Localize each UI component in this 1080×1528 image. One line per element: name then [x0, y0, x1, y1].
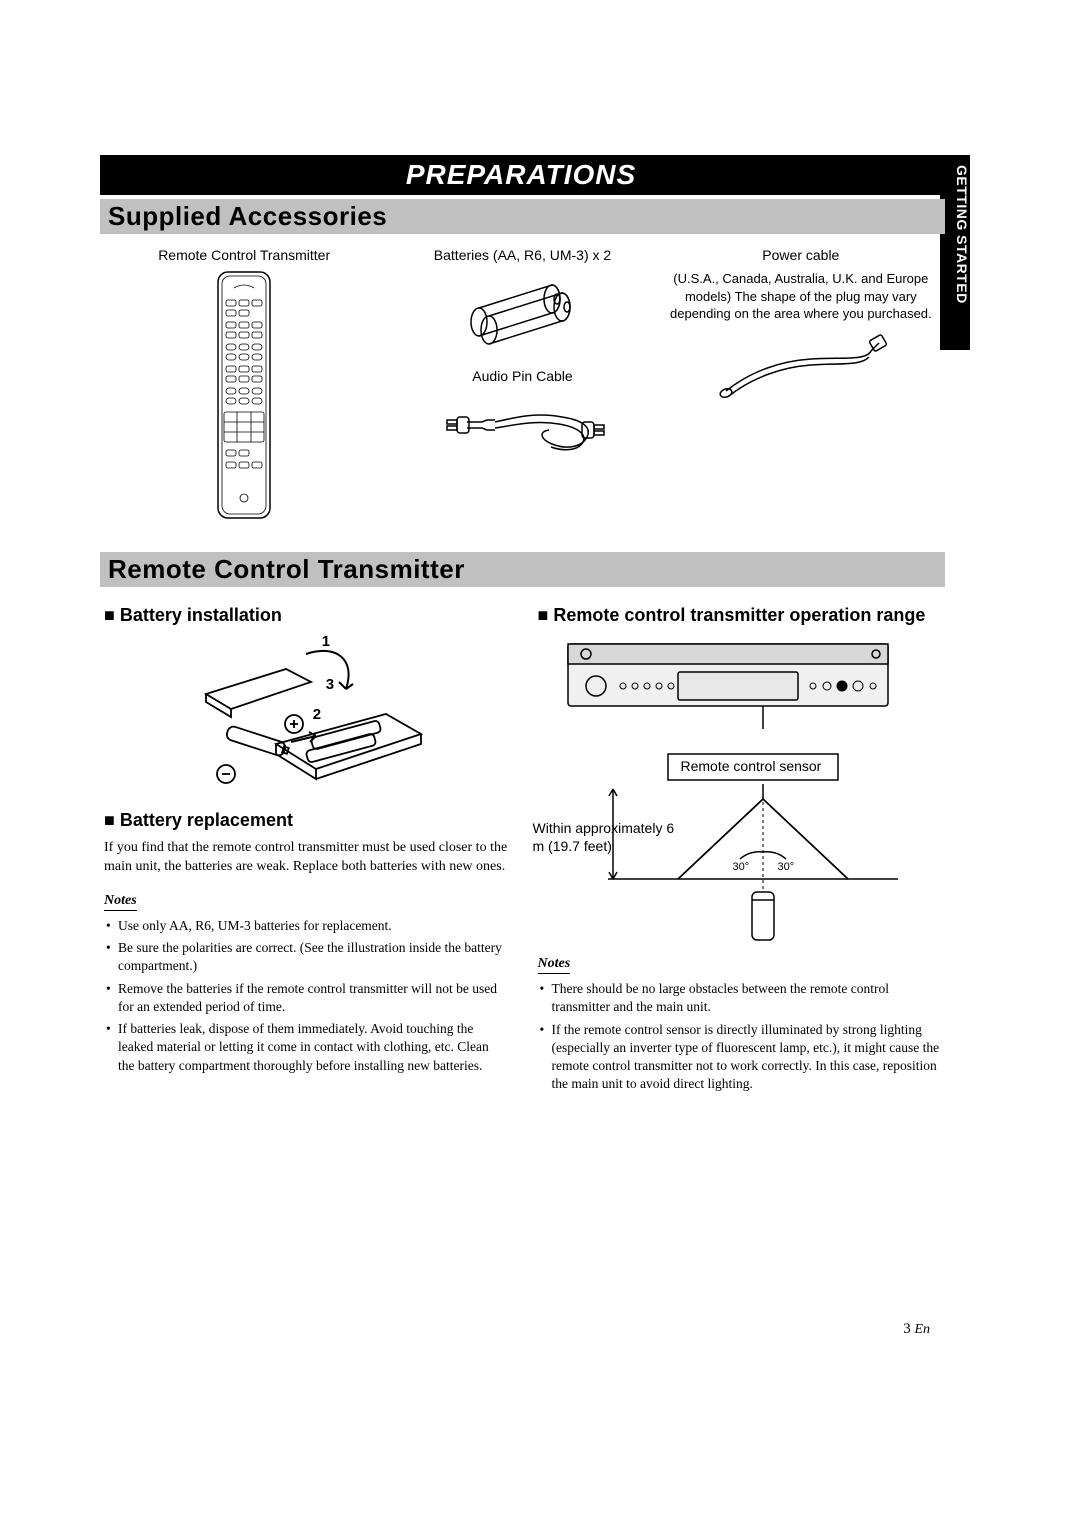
left-column: ■ Battery installation	[104, 599, 508, 1097]
accessory-power-cable: Power cable (U.S.A., Canada, Australia, …	[667, 246, 935, 520]
subsection-title: ■ Battery replacement	[104, 810, 508, 831]
page-number-value: 3	[903, 1321, 911, 1337]
subsection-title: ■ Battery installation	[104, 605, 508, 626]
range-label: Within approximately 6 m (19.7 feet)	[533, 819, 683, 855]
section-title: Remote Control Transmitter	[100, 552, 945, 587]
power-cable-illustration	[711, 331, 891, 421]
square-bullet-icon: ■	[104, 810, 120, 830]
angle-left: 30°	[733, 861, 750, 873]
page-number: 3 En	[903, 1321, 930, 1338]
accessory-label: Power cable	[667, 246, 935, 264]
step-2: 2	[313, 706, 321, 723]
section-title: Supplied Accessories	[100, 199, 945, 234]
body-text: If you find that the remote control tran…	[104, 839, 508, 877]
remote-illustration	[214, 270, 274, 520]
batteries-illustration	[457, 270, 587, 350]
notes-header: Notes	[104, 893, 137, 911]
accessory-label: Audio Pin Cable	[388, 368, 656, 384]
accessory-label: Remote Control Transmitter	[110, 246, 378, 264]
subsection-text: Battery installation	[120, 605, 282, 625]
note-item: Be sure the polarities are correct. (See…	[104, 939, 508, 975]
square-bullet-icon: ■	[538, 605, 554, 625]
note-item: Remove the batteries if the remote contr…	[104, 980, 508, 1016]
accessory-remote: Remote Control Transmitter	[110, 246, 378, 520]
square-bullet-icon: ■	[104, 605, 120, 625]
operation-range-diagram: Remote control sensor Within approximate…	[538, 634, 908, 944]
accessory-batteries-cable: Batteries (AA, R6, UM-3) x 2 Audio Pin C…	[388, 246, 656, 520]
section-remote-transmitter: Remote Control Transmitter ■ Battery ins…	[100, 552, 945, 1097]
notes-header: Notes	[538, 956, 571, 974]
page-lang: En	[914, 1322, 930, 1337]
subsection-text: Remote control transmitter operation ran…	[553, 605, 925, 625]
section-supplied-accessories: Supplied Accessories Remote Control Tran…	[100, 199, 945, 520]
right-column: ■ Remote control transmitter operation r…	[538, 599, 942, 1097]
audio-cable-illustration	[437, 392, 607, 472]
two-column-layout: ■ Battery installation	[100, 599, 945, 1097]
notes-list: There should be no large obstacles betwe…	[538, 980, 942, 1093]
angle-right: 30°	[778, 861, 795, 873]
page-content: PREPARATIONS Supplied Accessories Remote…	[0, 0, 1080, 1098]
subsection-text: Battery replacement	[120, 810, 293, 830]
subsection-title: ■ Remote control transmitter operation r…	[538, 605, 942, 626]
step-1: 1	[322, 633, 330, 650]
accessories-grid: Remote Control Transmitter	[100, 246, 945, 520]
battery-install-diagram: 1 3 2	[176, 634, 436, 804]
accessory-sublabel: (U.S.A., Canada, Australia, U.K. and Eur…	[667, 270, 935, 323]
accessory-label: Batteries (AA, R6, UM-3) x 2	[388, 246, 656, 264]
step-3: 3	[326, 676, 334, 693]
chapter-header: PREPARATIONS	[100, 155, 942, 195]
note-item: If batteries leak, dispose of them immed…	[104, 1020, 508, 1075]
notes-list: Use only AA, R6, UM-3 batteries for repl…	[104, 917, 508, 1075]
sensor-label: Remote control sensor	[681, 758, 822, 774]
note-item: If the remote control sensor is directly…	[538, 1021, 942, 1094]
note-item: There should be no large obstacles betwe…	[538, 980, 942, 1016]
note-item: Use only AA, R6, UM-3 batteries for repl…	[104, 917, 508, 935]
